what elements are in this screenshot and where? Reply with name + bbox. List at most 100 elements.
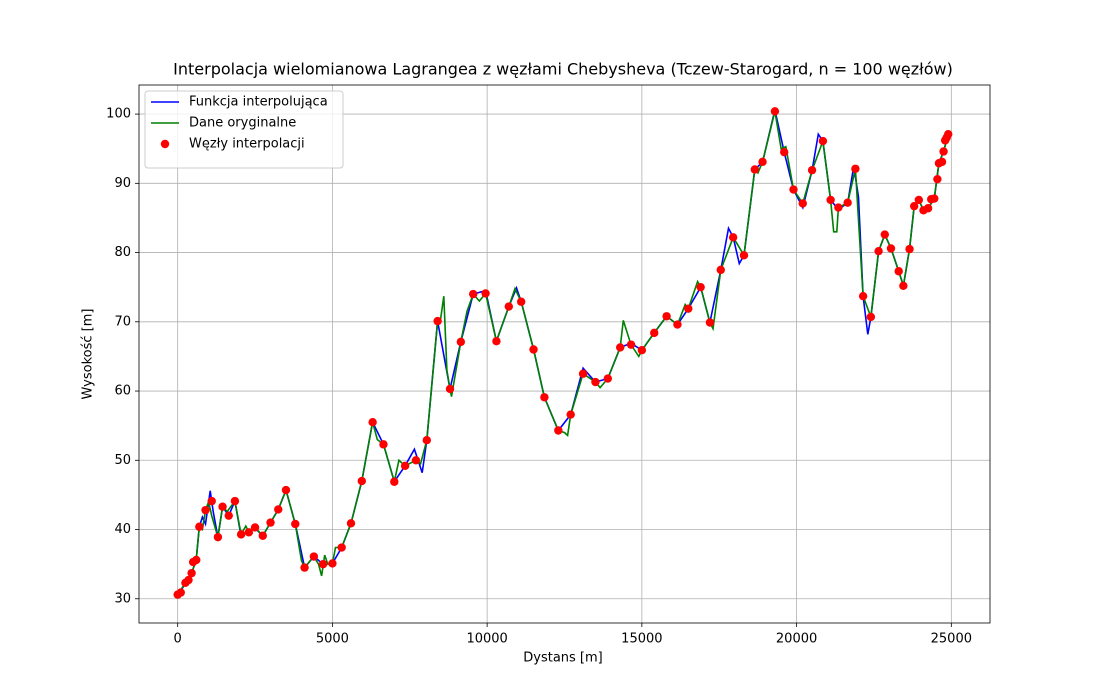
y-tick-label: 40	[114, 522, 131, 537]
node-point	[894, 267, 903, 276]
chart-title: Interpolacja wielomianowa Lagrangea z wę…	[173, 60, 953, 79]
node-point	[187, 568, 196, 578]
node-point	[758, 157, 767, 167]
x-tick-label: 25000	[931, 632, 972, 647]
y-tick-label: 30	[114, 591, 131, 606]
node-point	[770, 107, 780, 116]
node-point	[566, 410, 575, 419]
node-point	[379, 440, 388, 449]
node-point	[554, 426, 563, 435]
node-point	[492, 336, 501, 346]
node-point	[236, 530, 246, 539]
node-point	[218, 502, 227, 511]
node-point	[346, 519, 356, 528]
node-point	[390, 477, 399, 486]
node-point	[739, 251, 749, 260]
node-point	[851, 164, 860, 173]
x-tick-label: 20000	[776, 632, 817, 647]
node-point	[368, 418, 377, 427]
y-tick-label: 90	[114, 176, 131, 191]
node-point	[933, 174, 942, 184]
node-point	[318, 559, 328, 569]
plot-frame	[138, 84, 991, 624]
node-point	[176, 588, 185, 597]
node-point	[244, 528, 254, 537]
node-point	[684, 304, 693, 313]
node-point	[400, 461, 410, 471]
node-point	[224, 511, 233, 520]
node-point	[529, 345, 538, 354]
y-tick-label: 100	[106, 107, 131, 122]
node-point	[937, 157, 947, 167]
node-point	[858, 291, 868, 301]
node-point	[266, 518, 275, 527]
x-axis-label: Dystans [m]	[523, 651, 603, 666]
node-point	[834, 203, 843, 212]
node-point	[716, 265, 725, 275]
node-point	[905, 244, 914, 254]
node-point	[207, 496, 216, 506]
node-point	[469, 289, 478, 299]
node-point	[258, 531, 267, 540]
node-point	[886, 244, 896, 253]
node-point	[540, 393, 549, 402]
node-point	[411, 456, 421, 465]
node-point	[939, 147, 948, 156]
y-tick-label: 50	[114, 453, 131, 468]
node-point	[433, 316, 442, 326]
legend-label: Dane oryginalne	[189, 116, 296, 131]
node-point	[504, 302, 513, 311]
node-point	[705, 318, 715, 327]
node-point	[696, 282, 705, 292]
node-point	[626, 340, 636, 349]
y-tick-label: 70	[114, 314, 131, 329]
node-point	[456, 337, 466, 347]
node-point	[899, 281, 908, 290]
node-point	[591, 377, 600, 387]
node-point	[673, 320, 682, 329]
node-point	[201, 505, 210, 515]
node-point	[826, 195, 835, 205]
node-point	[328, 559, 337, 568]
node-point	[866, 312, 876, 322]
node-point	[309, 552, 319, 561]
node-point	[780, 147, 789, 157]
node-point	[230, 496, 240, 506]
node-point	[291, 519, 300, 529]
node-point	[750, 165, 760, 174]
node-point	[274, 505, 283, 514]
node-point	[357, 476, 367, 486]
legend-marker	[160, 139, 170, 149]
x-tick-label: 15000	[621, 632, 662, 647]
node-point	[662, 312, 671, 321]
node-point	[213, 532, 223, 542]
node-point	[914, 195, 924, 205]
node-point	[337, 543, 346, 552]
node-point	[445, 384, 455, 394]
legend-label: Węzły interpolacji	[189, 137, 305, 152]
node-point	[578, 369, 588, 378]
node-point	[880, 230, 889, 239]
node-point	[798, 199, 807, 208]
node-point	[789, 185, 798, 194]
y-axis-label: Wysokość [m]	[81, 309, 96, 400]
node-point	[923, 204, 933, 213]
node-point	[637, 345, 647, 355]
node-point	[616, 343, 625, 352]
node-point	[481, 289, 490, 298]
node-point	[281, 485, 291, 495]
node-point	[807, 165, 817, 175]
node-point	[843, 198, 852, 207]
x-tick-label: 0	[174, 632, 182, 647]
node-point	[874, 246, 883, 256]
node-point	[195, 522, 204, 531]
x-tick-label: 5000	[316, 632, 349, 647]
legend: Funkcja interpolująca Dane oryginalne Węzł…	[144, 90, 344, 169]
node-point	[192, 555, 201, 565]
node-point	[250, 523, 260, 532]
node-point	[728, 233, 738, 242]
node-point	[300, 563, 309, 572]
node-point	[909, 201, 919, 211]
x-tick-label: 10000	[466, 632, 507, 647]
